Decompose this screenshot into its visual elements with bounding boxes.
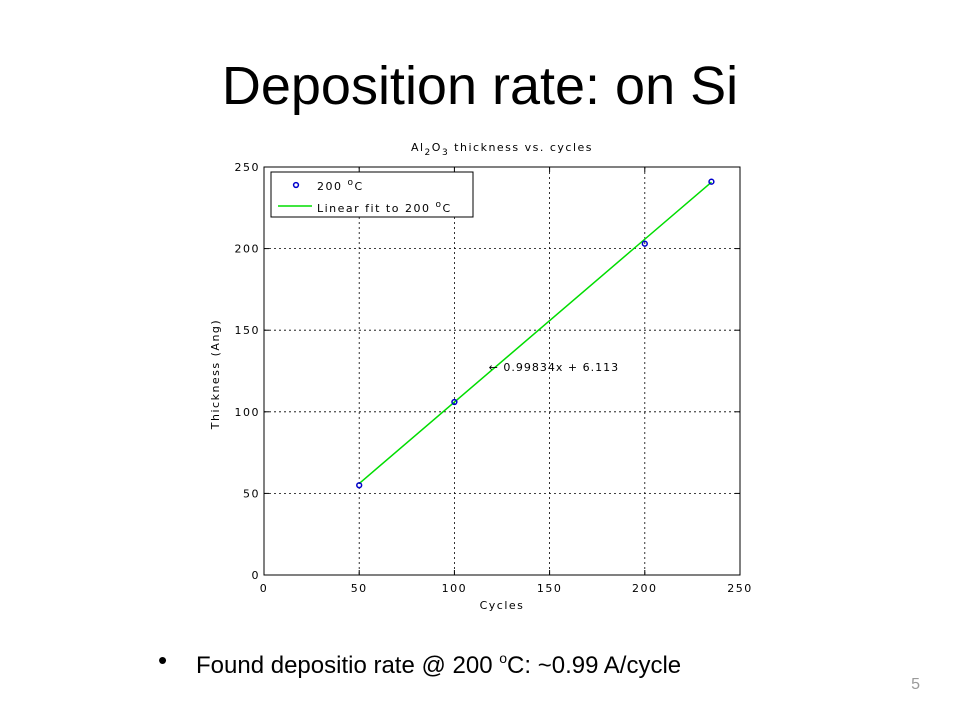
- x-tick-label: 150: [537, 582, 563, 595]
- x-tick-label: 50: [351, 582, 368, 595]
- legend-label-line: Linear fit to 200 oC: [317, 200, 452, 215]
- bullet-text-sup: o: [499, 650, 508, 666]
- legend-unit-2: C: [442, 202, 451, 215]
- legend: 200 oC Linear fit to 200 oC: [270, 171, 474, 218]
- chart-title-sub2: 2: [425, 148, 432, 158]
- y-tick-label: 200: [235, 243, 261, 256]
- data-point: [356, 482, 363, 489]
- y-tick-label: 100: [235, 406, 261, 419]
- legend-box: [270, 171, 474, 218]
- x-tick-label: 250: [727, 582, 753, 595]
- fit-equation-annotation: ← 0.99834x + 6.113: [489, 361, 619, 374]
- chart-title-rest: thickness vs. cycles: [449, 141, 593, 154]
- legend-label-points: 200 oC: [317, 178, 364, 193]
- fit-line: [358, 181, 712, 485]
- data-point: [708, 178, 715, 185]
- x-tick-label: 100: [442, 582, 468, 595]
- legend-marker-points: [292, 181, 300, 189]
- data-point: [641, 240, 648, 247]
- y-tick-label: 150: [235, 324, 261, 337]
- legend-unit-1: C: [355, 180, 364, 193]
- bullet-text-pre: Found depositio rate @ 200: [196, 652, 500, 679]
- chart-series: [356, 178, 715, 489]
- y-tick-label: 50: [243, 487, 260, 500]
- bullet-marker: •: [158, 645, 168, 675]
- bullet-text: Found depositio rate @ 200 oC: ~0.99 A/c…: [196, 650, 681, 680]
- legend-sup-1: o: [348, 178, 355, 188]
- page-number: 5: [911, 676, 920, 693]
- chart-title-al: Al: [411, 141, 425, 154]
- chart-grid: [264, 167, 740, 575]
- bullet-text-post: C: ~0.99 A/cycle: [507, 652, 682, 679]
- data-point: [451, 398, 458, 406]
- x-tick-label: 200: [632, 582, 658, 595]
- x-axis-label: Cycles: [480, 599, 525, 612]
- y-tick-label: 250: [235, 161, 261, 174]
- y-tick-label: 0: [252, 569, 261, 582]
- axis-ticks: 0 50 100 150 200 250 0 50 100 150 200 250: [235, 161, 753, 595]
- y-axis-label: Thickness (Ang): [209, 319, 222, 430]
- chart-title-sub3: 3: [442, 148, 449, 158]
- chart-title-o: O: [432, 141, 442, 154]
- x-tick-label: 0: [260, 582, 269, 595]
- chart-title: Al2O3 thickness vs. cycles: [411, 141, 593, 158]
- slide-title: Deposition rate: on Si: [221, 56, 739, 116]
- plot-frame: [263, 166, 741, 576]
- legend-sup-2: o: [435, 200, 442, 210]
